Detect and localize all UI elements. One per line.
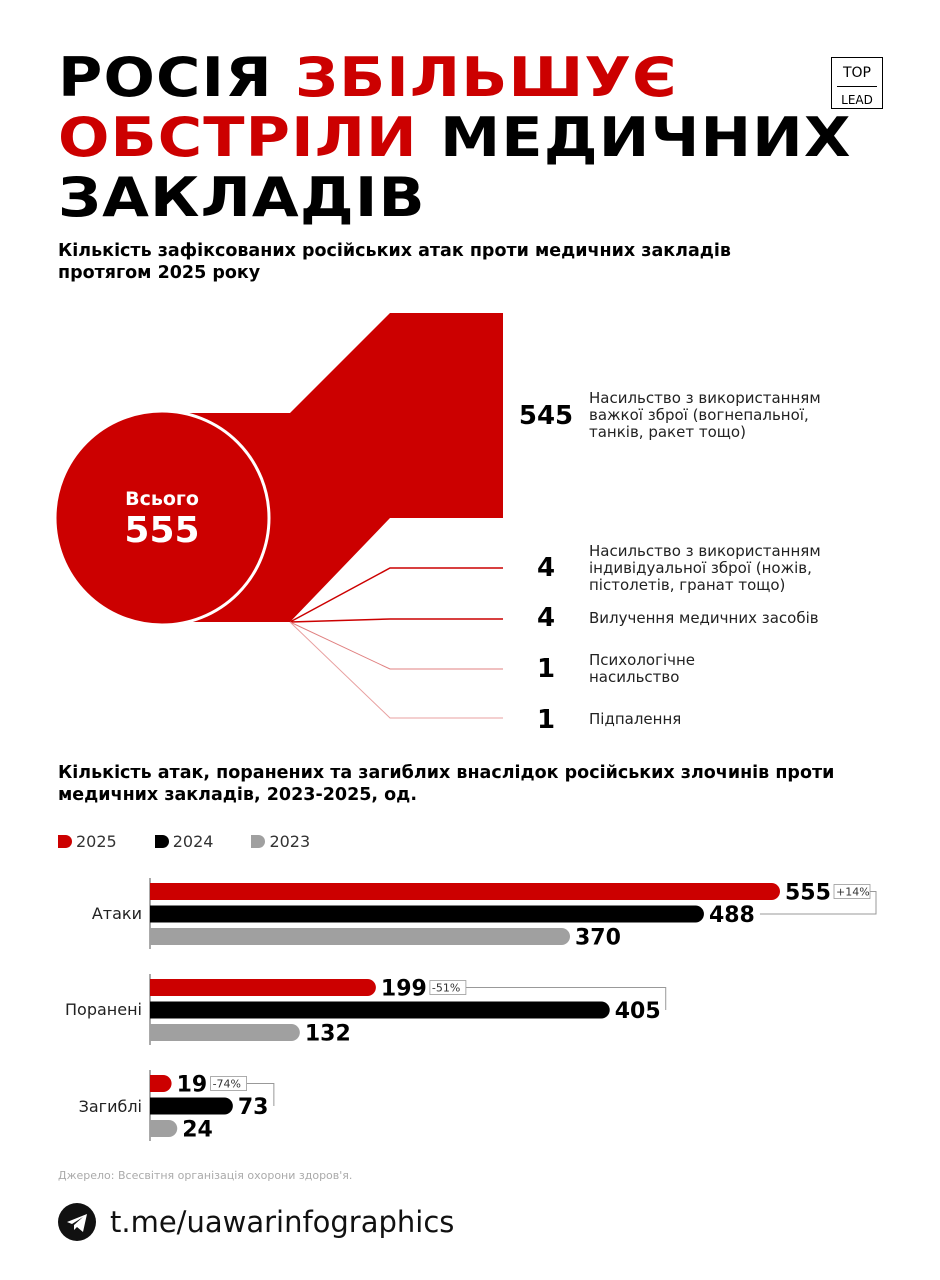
item-label: Вилучення медичних засобів — [589, 609, 819, 627]
bar-2024-Атаки — [150, 905, 704, 923]
bar-value-label: 73 — [238, 1095, 269, 1120]
legend-2023: 2023 — [251, 832, 310, 851]
telegram-icon — [58, 1203, 96, 1241]
item-value: 545 — [518, 401, 574, 431]
item-value: 4 — [536, 603, 556, 633]
bar-value-label: 488 — [709, 903, 755, 928]
bar-2024-Загиблі — [150, 1097, 233, 1115]
bar-value-label: 405 — [615, 999, 661, 1024]
total-label: Всього — [125, 488, 199, 510]
bar-2023-Поранені — [150, 1024, 300, 1041]
legend-label: 2025 — [76, 832, 117, 851]
bar-value-label: 555 — [785, 881, 831, 906]
flow-seizure — [289, 618, 503, 623]
bar-value-label: 370 — [575, 926, 621, 951]
change-label: -51% — [432, 982, 460, 995]
item-value: 1 — [536, 705, 556, 735]
sankey-subtitle: Кількість зафіксованих російських атак п… — [58, 241, 731, 283]
bar-2023-Атаки — [150, 928, 570, 945]
bar-subtitle: Кількість атак, поранених та загиблих вн… — [58, 763, 835, 805]
legend-2025: 2025 — [58, 832, 117, 851]
legend-label: 2023 — [269, 832, 311, 851]
top-lead-logo: TOP LEAD — [831, 57, 883, 109]
item-label: Психологічне насильство — [589, 651, 696, 686]
title-part: ОБСТРІЛИ — [58, 106, 418, 169]
bar-2023-Загиблі — [150, 1120, 178, 1137]
change-label: +14% — [836, 886, 870, 899]
total-circle — [53, 409, 271, 627]
bar-value-label: 24 — [182, 1118, 213, 1143]
title-part: ЗБІЛЬШУЄ — [295, 46, 678, 109]
item-label: Насильство з використанням індивідуально… — [589, 542, 821, 594]
total-value: 555 — [124, 510, 200, 551]
bar-value-label: 132 — [305, 1022, 351, 1047]
logo-bottom: LEAD — [837, 86, 877, 109]
title-part: МЕДИЧНИХ — [439, 106, 852, 169]
title-part: ЗАКЛАДІВ — [58, 166, 426, 229]
category-label: Загиблі — [78, 1097, 142, 1116]
change-label: -74% — [213, 1078, 241, 1091]
change-bracket — [465, 987, 667, 1010]
logo-top: TOP — [842, 65, 871, 81]
legend-2024: 2024 — [154, 832, 214, 851]
item-value: 4 — [536, 553, 556, 583]
bar-value-label: 19 — [177, 1073, 208, 1098]
telegram-link[interactable]: t.me/uawarinfographics — [58, 1203, 454, 1241]
change-bracket — [759, 891, 877, 915]
item-label: Насильство з використанням важкої зброї … — [589, 389, 821, 441]
bar-chart: 555 488 370 +14% 199 405 132 -51% 19 73 24 -74% — [149, 878, 877, 1143]
telegram-url[interactable]: t.me/uawarinfographics — [110, 1205, 455, 1239]
bar-2025-Поранені — [150, 979, 376, 996]
legend: 2025 2024 2023 — [58, 832, 310, 851]
change-bracket — [246, 1083, 275, 1106]
legend-label: 2024 — [172, 832, 214, 851]
source-note: Джерело: Всесвітня організація охорони з… — [58, 1169, 353, 1182]
bar-value-label: 199 — [381, 977, 427, 1002]
sankey-flows — [53, 313, 503, 719]
flow-arson — [289, 621, 503, 719]
category-label: Атаки — [91, 904, 142, 923]
bar-2025-Загиблі — [150, 1075, 172, 1092]
title-part: РОСІЯ — [58, 46, 273, 109]
category-label: Поранені — [65, 1000, 142, 1019]
bar-2025-Атаки — [150, 883, 780, 900]
item-value: 1 — [536, 654, 556, 684]
bar-2024-Поранені — [150, 1001, 610, 1019]
page-title: РОСІЯ ЗБІЛЬШУЄ ОБСТРІЛИ МЕДИЧНИХ ЗАКЛАДІ… — [58, 48, 852, 228]
item-label: Підпалення — [589, 710, 682, 728]
flow-psychological — [289, 621, 503, 670]
flow-individual-weapons — [289, 567, 503, 623]
